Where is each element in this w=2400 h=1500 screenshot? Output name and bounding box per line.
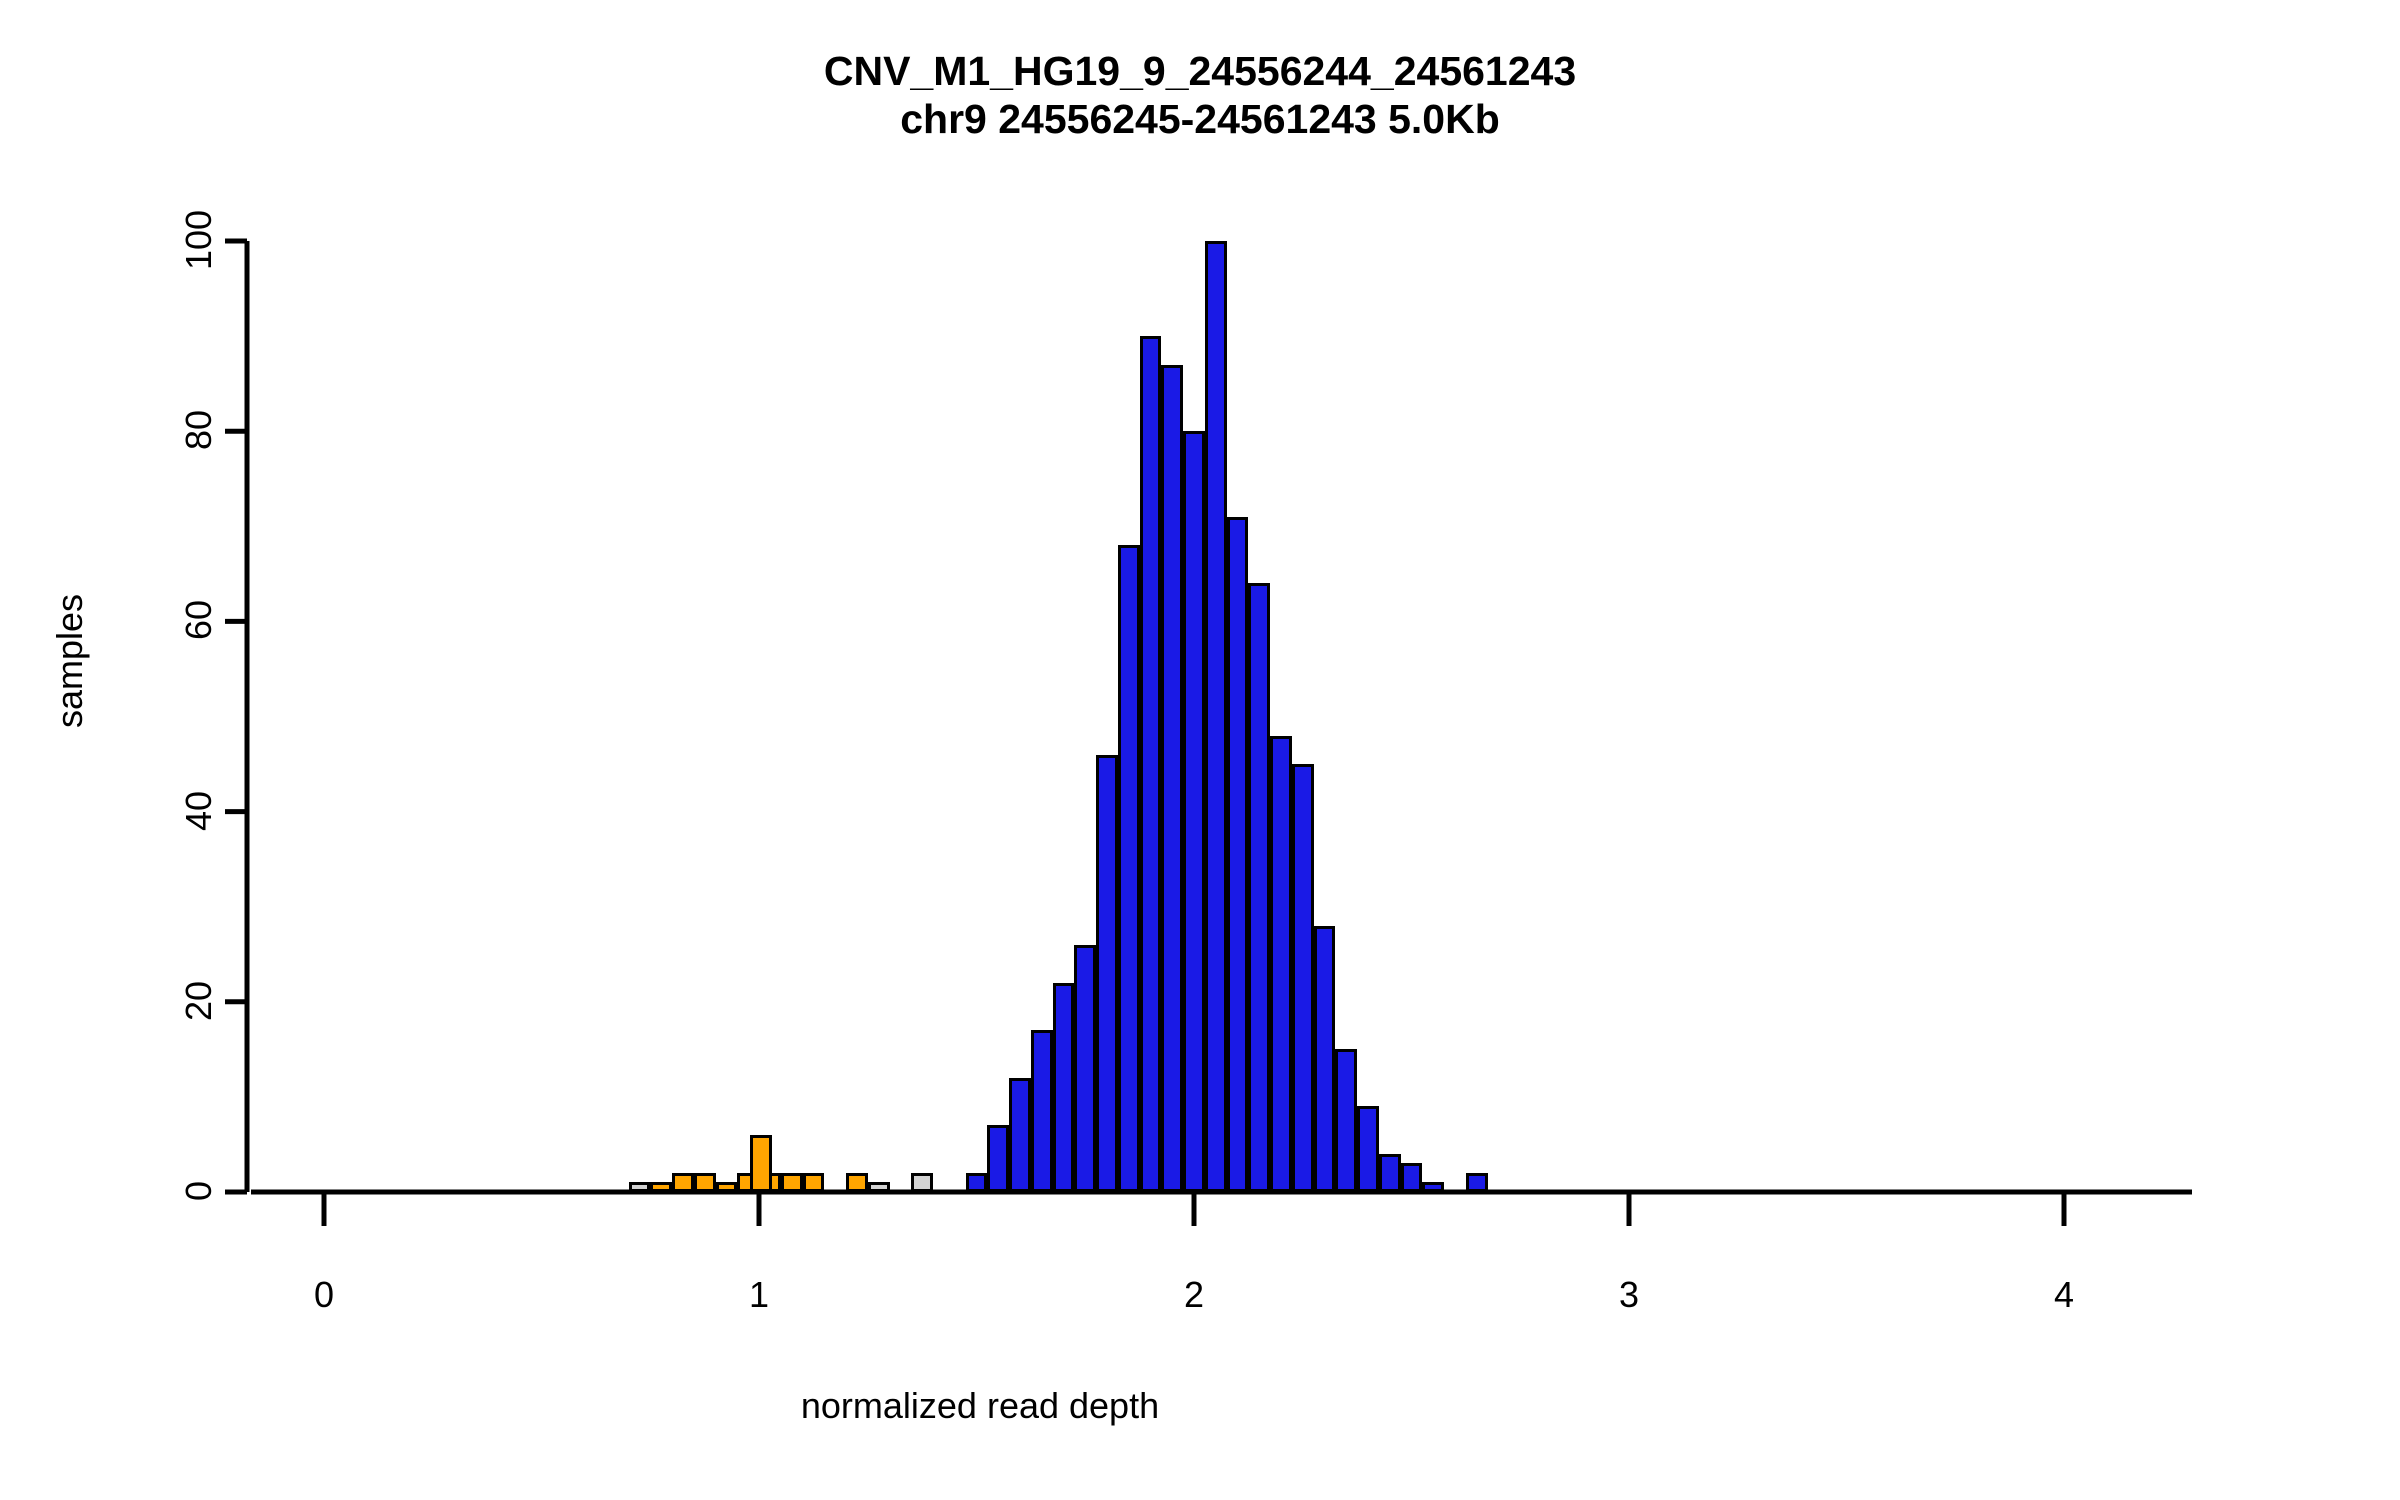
histogram-bar bbox=[867, 1182, 890, 1192]
histogram-bar bbox=[1378, 1153, 1401, 1192]
y-tick-label: 40 bbox=[178, 790, 219, 831]
y-axis-label: samples bbox=[49, 593, 90, 729]
histogram-bar bbox=[1400, 1163, 1423, 1192]
histogram-bar bbox=[965, 1172, 988, 1192]
histogram-bar bbox=[1335, 1049, 1358, 1192]
y-tick-label: 100 bbox=[178, 209, 219, 271]
y-tick-label: 60 bbox=[178, 600, 219, 641]
histogram-bar bbox=[1161, 364, 1184, 1192]
histogram-bar bbox=[1009, 1077, 1031, 1192]
x-tick-label: 1 bbox=[748, 1274, 770, 1315]
histogram-bar bbox=[1226, 516, 1249, 1192]
histogram-bar bbox=[672, 1172, 694, 1192]
histogram-bar bbox=[1291, 764, 1314, 1192]
y-tick-label: 80 bbox=[178, 410, 219, 451]
histogram-bar bbox=[987, 1125, 1010, 1192]
histogram-bar bbox=[780, 1172, 803, 1192]
histogram-bar bbox=[628, 1182, 651, 1192]
histogram-bar bbox=[1074, 944, 1097, 1192]
x-tick-label: 0 bbox=[313, 1274, 335, 1315]
histogram-bar bbox=[911, 1172, 933, 1192]
y-tick-label: 20 bbox=[178, 980, 219, 1021]
chart-title-block: CNV_M1_HG19_9_24556244_24561243 chr9 245… bbox=[0, 48, 2400, 144]
histogram-bar bbox=[1096, 754, 1118, 1192]
page-title: CNV_M1_HG19_9_24556244_24561243 bbox=[823, 48, 1577, 94]
histogram-bar bbox=[802, 1172, 825, 1192]
x-tick-label: 3 bbox=[1618, 1274, 1640, 1315]
histogram-bar bbox=[650, 1182, 672, 1192]
histogram-bar bbox=[1139, 336, 1162, 1192]
histogram-bar bbox=[1248, 583, 1271, 1192]
histogram-bar bbox=[750, 1134, 773, 1192]
histogram-bar bbox=[715, 1182, 738, 1192]
x-axis-label: normalized read depth bbox=[800, 1385, 1160, 1426]
histogram-bar bbox=[1183, 431, 1205, 1192]
chart-subtitle: chr9 24556245-24561243 5.0Kb bbox=[900, 95, 1500, 142]
histogram-bar bbox=[1117, 545, 1140, 1192]
histogram-bar bbox=[693, 1172, 716, 1192]
histogram-bar bbox=[846, 1172, 868, 1192]
x-tick-label: 4 bbox=[2053, 1274, 2075, 1315]
x-tick-label: 2 bbox=[1183, 1274, 1205, 1315]
histogram-bar bbox=[1313, 925, 1336, 1192]
histogram-bar bbox=[1357, 1106, 1379, 1192]
histogram-bar bbox=[1270, 735, 1292, 1192]
histogram-bar bbox=[1204, 241, 1227, 1192]
histogram-bar bbox=[1030, 1030, 1053, 1192]
histogram-bar bbox=[1052, 982, 1075, 1192]
histogram-bar bbox=[1465, 1172, 1488, 1192]
y-tick-label: 0 bbox=[178, 1180, 219, 1202]
histogram-bar bbox=[1422, 1182, 1445, 1192]
